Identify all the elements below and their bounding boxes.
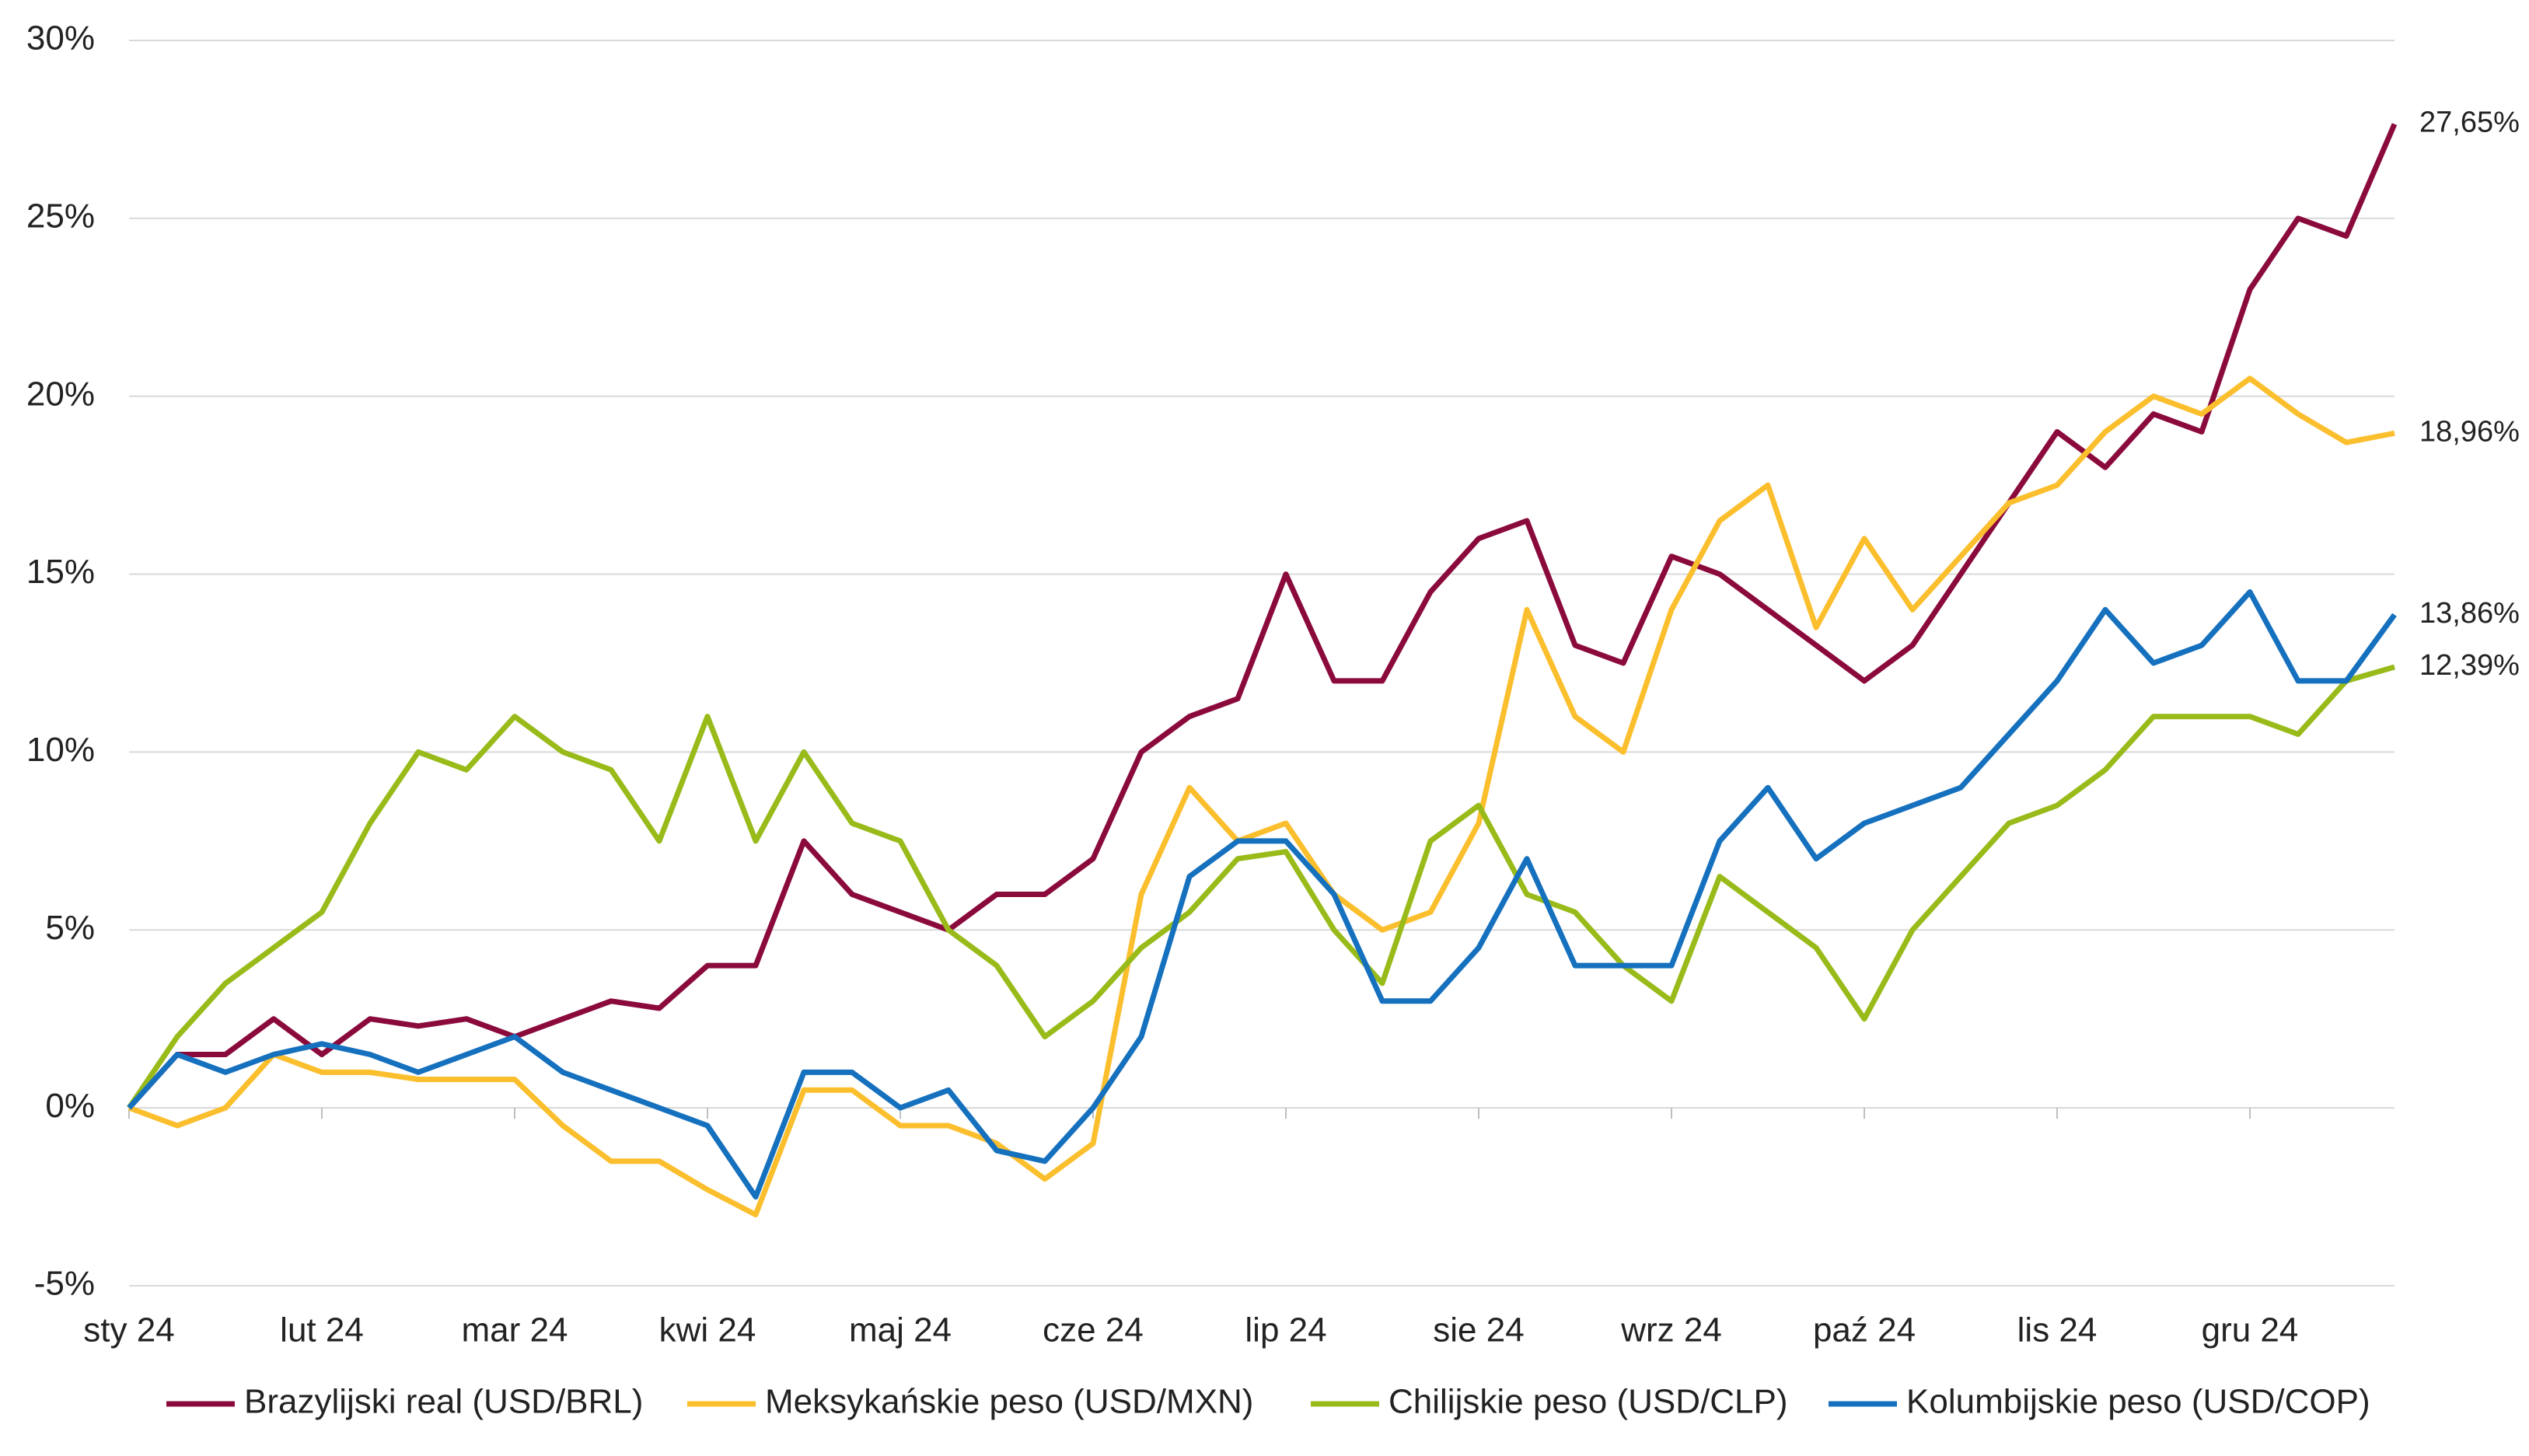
- x-tick-label: kwi 24: [659, 1311, 756, 1350]
- y-tick-label: 0%: [45, 1087, 95, 1125]
- end-label: 18,96%: [2419, 415, 2520, 448]
- y-tick-label: 15%: [26, 553, 95, 591]
- series-line: [127, 375, 2395, 1217]
- series-line: [127, 664, 2395, 1110]
- x-tick-label: lis 24: [2017, 1311, 2098, 1350]
- y-tick-label: 10%: [26, 731, 95, 769]
- x-tick-label: gru 24: [2202, 1311, 2299, 1350]
- legend-label: Meksykańskie peso (USD/MXN): [765, 1383, 1253, 1421]
- x-tick-label: lut 24: [280, 1311, 364, 1350]
- legend-label: Kolumbijskie peso (USD/COP): [1906, 1383, 2370, 1421]
- y-tick-label: 30%: [26, 19, 95, 58]
- x-tick-label: mar 24: [462, 1311, 568, 1350]
- legend-label: Brazylijski real (USD/BRL): [244, 1383, 643, 1421]
- x-tick-label: sie 24: [1433, 1311, 1524, 1350]
- x-tick-label: wrz 24: [1620, 1311, 1722, 1350]
- x-tick-label: paź 24: [1813, 1311, 1916, 1350]
- end-label: 12,39%: [2419, 649, 2520, 682]
- y-tick-label: 25%: [26, 197, 95, 235]
- end-label: 13,86%: [2419, 597, 2520, 630]
- legend-label: Chilijskie peso (USD/CLP): [1389, 1383, 1787, 1421]
- series-line: [127, 123, 2398, 1110]
- y-tick-label: -5%: [34, 1265, 95, 1303]
- x-tick-label: lip 24: [1245, 1311, 1326, 1350]
- x-tick-label: cze 24: [1043, 1311, 1144, 1350]
- x-tick-label: maj 24: [849, 1311, 952, 1350]
- x-tick-label: sty 24: [83, 1311, 174, 1350]
- end-label: 27,65%: [2419, 106, 2520, 139]
- y-tick-label: 20%: [26, 375, 95, 413]
- series-line: [127, 589, 2397, 1200]
- y-tick-label: 5%: [45, 909, 95, 947]
